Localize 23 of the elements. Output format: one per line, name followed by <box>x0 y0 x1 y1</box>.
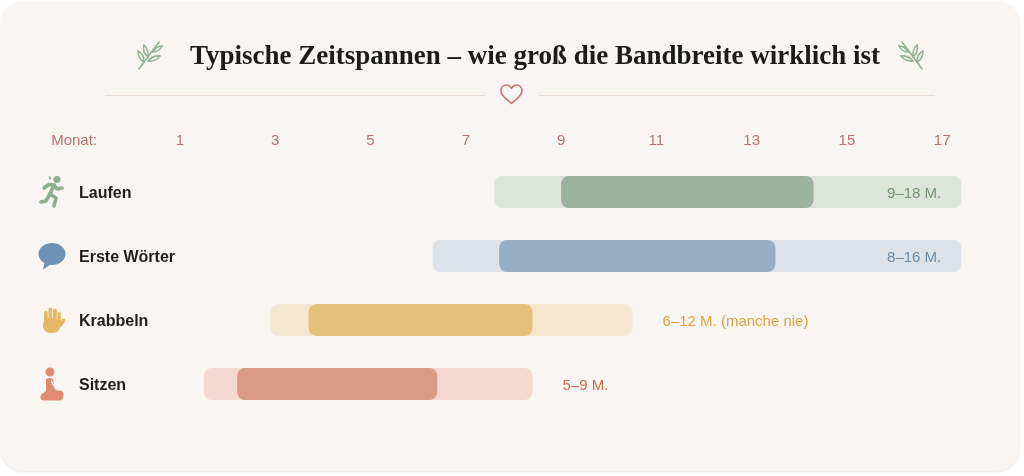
annotation: 6–12 M. (manche nie) <box>662 311 809 329</box>
x-tick-label: 11 <box>648 131 665 148</box>
x-axis-title: Monat: <box>51 131 97 148</box>
y-tick-label: Laufen <box>79 183 132 201</box>
x-tick-label: 9 <box>556 131 566 148</box>
x-tick-label: 15 <box>838 131 856 148</box>
x-tick-label: 17 <box>933 131 951 148</box>
bar <box>237 368 438 400</box>
y-tick-label: Sitzen <box>79 375 127 393</box>
y-tick-label: Krabbeln <box>79 311 149 329</box>
x-tick-label: 7 <box>461 131 470 148</box>
chart-title: Typische Zeitspannen – wie groß die Bandbreite wirklich ist <box>189 39 881 70</box>
annotation: 8–16 M. <box>887 247 942 265</box>
bar <box>499 240 776 272</box>
x-tick-label: 5 <box>366 131 375 148</box>
x-tick-label: 13 <box>743 131 760 148</box>
x-tick-label: 3 <box>271 131 280 148</box>
y-tick-label: Erste Wörter <box>79 247 176 265</box>
bar <box>308 304 533 336</box>
annotation: 9–18 M. <box>887 183 942 201</box>
annotation: 5–9 M. <box>562 375 609 393</box>
bar <box>561 176 814 208</box>
x-tick-label: 1 <box>175 131 185 148</box>
